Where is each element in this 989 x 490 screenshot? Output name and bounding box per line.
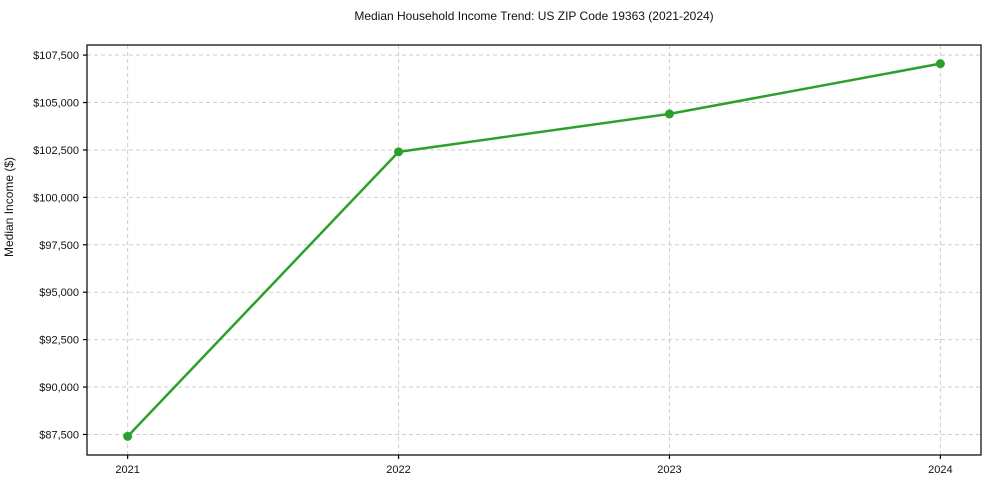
data-point-marker (123, 431, 133, 441)
x-tick-label: 2024 (928, 464, 952, 476)
y-tick-label: $107,500 (33, 50, 79, 62)
data-point-marker (935, 59, 945, 69)
y-tick-label: $95,000 (39, 287, 79, 299)
y-tick-label: $105,000 (33, 98, 79, 110)
y-tick-label: $102,500 (33, 145, 79, 157)
x-tick-label: 2023 (657, 464, 681, 476)
data-point-marker (664, 109, 674, 119)
chart-title: Median Household Income Trend: US ZIP Co… (354, 9, 714, 23)
plot-frame (86, 44, 982, 456)
trend-line (126, 62, 942, 438)
x-tick-label: 2022 (386, 464, 410, 476)
x-tick-label: 2021 (115, 464, 139, 476)
y-tick-label: $92,500 (39, 335, 79, 347)
data-point-marker (394, 147, 404, 157)
y-tick-label: $90,000 (39, 382, 79, 394)
y-tick-label: $97,500 (39, 240, 79, 252)
y-tick-label: $100,000 (33, 192, 79, 204)
y-tick-label: $87,500 (39, 429, 79, 441)
